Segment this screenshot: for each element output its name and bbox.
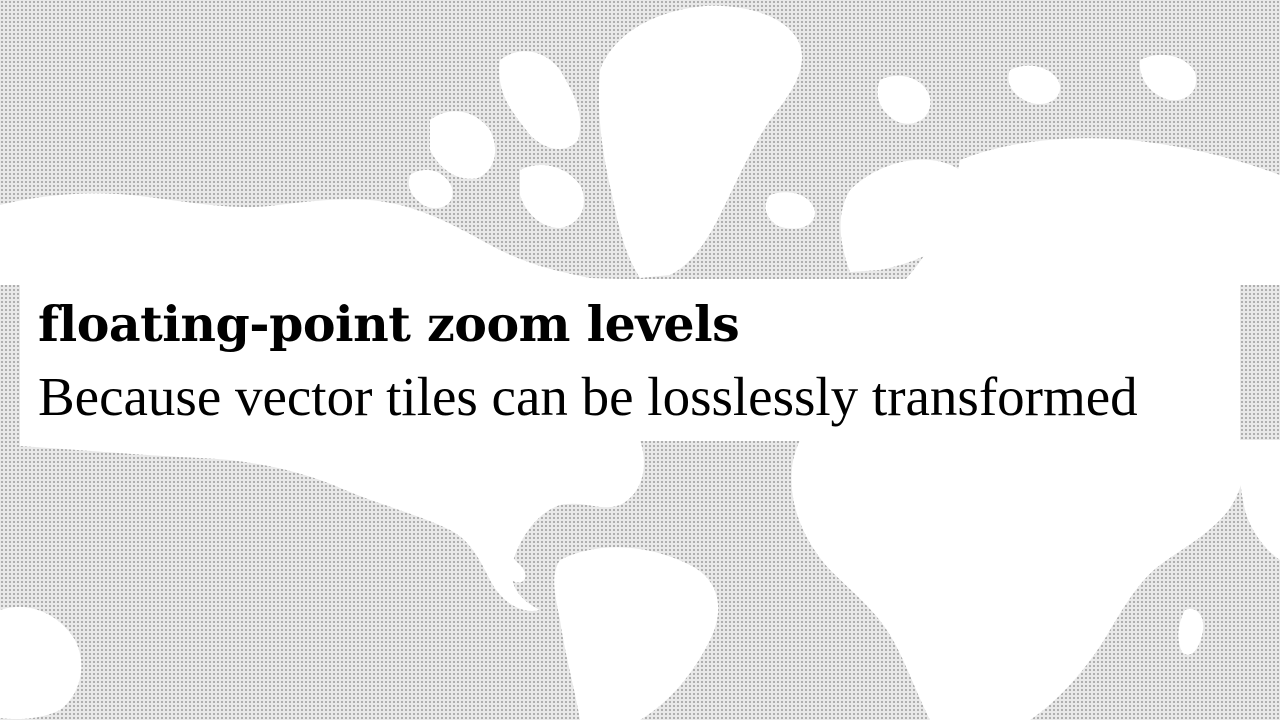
arctic-islands-shape <box>520 165 584 228</box>
slide-subtitle: Because vector tiles can be losslessly t… <box>38 366 1138 427</box>
north-america-shape <box>20 440 644 611</box>
asia-shape <box>1008 65 1061 105</box>
east-landmass-shape <box>1239 440 1280 560</box>
pacific-island-shape <box>0 606 82 720</box>
asia-shape <box>1139 54 1197 101</box>
south-america-shape <box>554 547 719 720</box>
madagascar-shape <box>1178 608 1204 655</box>
slide-title: floating-point zoom levels <box>38 295 740 353</box>
asia-shape <box>900 138 1280 285</box>
greenland-shape <box>598 5 802 278</box>
arctic-islands-shape <box>430 111 496 179</box>
caption-band <box>20 279 1240 441</box>
svalbard-shape <box>877 75 931 124</box>
iceland-shape <box>765 192 815 229</box>
arctic-islands-shape <box>499 51 581 150</box>
north-america-shape <box>0 193 620 285</box>
africa-shape <box>791 440 1244 720</box>
arctic-islands-shape <box>408 169 453 209</box>
central-america-shape <box>470 520 526 583</box>
